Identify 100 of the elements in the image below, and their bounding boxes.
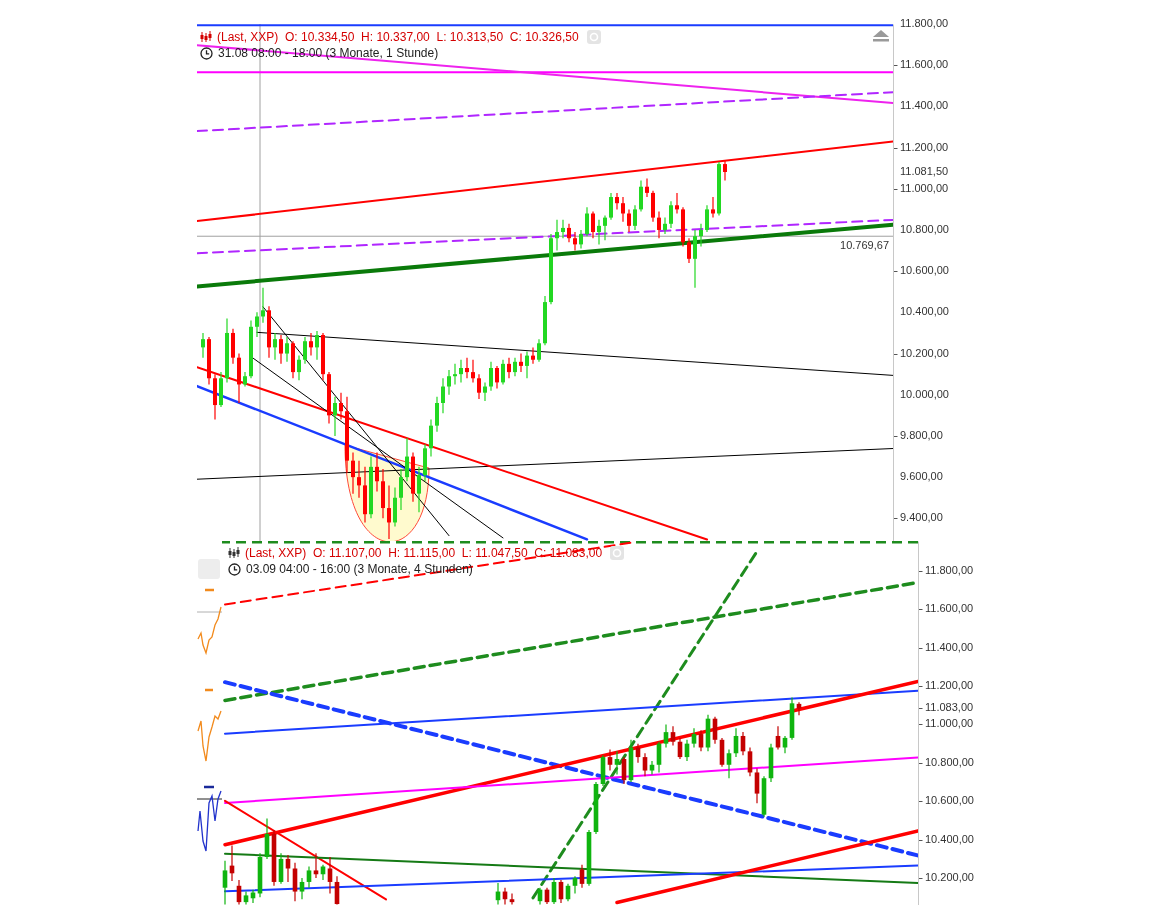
candlestick bbox=[477, 373, 481, 400]
candlestick bbox=[691, 727, 697, 749]
candlestick bbox=[635, 743, 641, 764]
y-tick-label: 10.000,00 bbox=[900, 387, 949, 400]
candlestick bbox=[429, 418, 433, 458]
candlestick bbox=[573, 231, 577, 252]
y-tick-label: 10.200,00 bbox=[925, 871, 974, 884]
candlestick bbox=[723, 159, 727, 182]
y-tick-label: 11.600,00 bbox=[900, 58, 949, 71]
candlestick bbox=[483, 381, 487, 402]
candlestick bbox=[693, 229, 697, 289]
candlestick bbox=[279, 334, 283, 365]
y-tick-label: 9.600,00 bbox=[900, 470, 943, 483]
candlestick bbox=[435, 396, 439, 433]
candlestick bbox=[537, 338, 541, 363]
candlestick bbox=[561, 219, 565, 239]
candlestick bbox=[459, 359, 463, 383]
candlestick bbox=[453, 363, 457, 386]
candlestick bbox=[303, 336, 307, 365]
candlestick bbox=[579, 229, 583, 250]
candlestick bbox=[255, 311, 259, 338]
candlestick bbox=[687, 237, 691, 264]
candlestick bbox=[261, 287, 265, 324]
candlestick bbox=[471, 359, 475, 383]
candlestick bbox=[585, 206, 589, 237]
y-tick-label: 11.400,00 bbox=[900, 99, 949, 112]
y-tick-label: 11.083,00 bbox=[925, 701, 974, 714]
y-tick-label: 11.200,00 bbox=[900, 140, 949, 153]
candlestick bbox=[663, 723, 669, 749]
candlestick bbox=[351, 451, 355, 495]
candlestick bbox=[531, 346, 535, 365]
candlestick bbox=[489, 361, 493, 392]
y-tick-label: 11.000,00 bbox=[925, 717, 974, 730]
candlestick bbox=[447, 369, 451, 396]
y-tick-label: 10.400,00 bbox=[925, 832, 974, 845]
candlestick bbox=[306, 865, 312, 889]
y-tick-label: 11.800,00 bbox=[900, 17, 949, 29]
candlestick bbox=[669, 200, 673, 229]
candlestick bbox=[609, 192, 613, 221]
candlestick bbox=[627, 208, 631, 233]
candlestick bbox=[726, 748, 732, 779]
candlestick bbox=[525, 350, 529, 379]
candlestick bbox=[579, 864, 585, 889]
candlestick bbox=[417, 466, 421, 513]
y-tick-label: 10.800,00 bbox=[900, 222, 949, 235]
candlestick bbox=[501, 359, 505, 386]
candlestick bbox=[285, 336, 289, 363]
y-tick-label: 11.081,50 bbox=[900, 164, 949, 177]
candlestick bbox=[405, 437, 409, 482]
candlestick bbox=[387, 484, 391, 540]
candlestick bbox=[509, 892, 515, 905]
candlestick bbox=[657, 210, 661, 239]
y-tick-label: 11.800,00 bbox=[925, 563, 974, 576]
candlestick bbox=[201, 332, 205, 359]
candlestick bbox=[663, 217, 667, 235]
y-tick-label: 10.600,00 bbox=[900, 264, 949, 277]
candlestick bbox=[567, 223, 571, 243]
candlestick bbox=[465, 357, 469, 379]
candlestick bbox=[621, 196, 625, 223]
y-tick-label: 10.400,00 bbox=[900, 305, 949, 318]
candlestick bbox=[333, 396, 337, 437]
y-tick-label: 11.600,00 bbox=[925, 602, 974, 615]
candlestick bbox=[513, 357, 517, 377]
candlestick bbox=[375, 451, 379, 493]
candlestick bbox=[645, 177, 649, 198]
y-tick-label: 10.800,00 bbox=[925, 755, 974, 768]
candlestick bbox=[507, 357, 511, 379]
candlestick bbox=[597, 219, 601, 245]
candlestick bbox=[633, 204, 637, 231]
candlestick bbox=[603, 214, 607, 241]
y-tick-label: 9.800,00 bbox=[900, 428, 943, 441]
candlestick bbox=[699, 223, 703, 248]
candlestick bbox=[299, 877, 305, 900]
y-tick-label: 10.600,00 bbox=[925, 794, 974, 807]
candlestick bbox=[315, 330, 319, 361]
candlestick bbox=[441, 377, 445, 414]
candlestick bbox=[555, 219, 559, 252]
y-tick-label: 9.400,00 bbox=[900, 511, 943, 524]
candlestick bbox=[754, 768, 760, 804]
candlestick bbox=[670, 725, 676, 747]
candlestick bbox=[285, 854, 291, 883]
y-tick-label: 10.200,00 bbox=[900, 346, 949, 359]
candlestick bbox=[607, 748, 613, 772]
y-tick-label: 11.400,00 bbox=[925, 640, 974, 653]
candlestick bbox=[639, 179, 643, 213]
candlestick bbox=[297, 355, 301, 381]
candlestick bbox=[705, 204, 709, 233]
candlestick bbox=[309, 332, 313, 357]
candlestick bbox=[519, 352, 523, 373]
candlestick bbox=[642, 752, 648, 777]
ref-line-label: 10.769,67 bbox=[840, 239, 889, 252]
candlestick bbox=[399, 468, 403, 511]
candlestick bbox=[222, 860, 228, 905]
candlestick bbox=[495, 365, 499, 390]
candlestick bbox=[273, 332, 277, 361]
candlestick bbox=[615, 192, 619, 210]
y-tick-label: 11.000,00 bbox=[900, 181, 949, 194]
text: (Last, XXP) O: 10.334,50 H: 10.337,00 L: 10.313,50 C: 10.326,50 bbox=[217, 29, 579, 45]
candlestick bbox=[357, 460, 361, 499]
candlestick bbox=[711, 196, 715, 219]
